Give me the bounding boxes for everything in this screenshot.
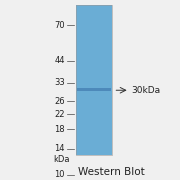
Text: 70: 70: [54, 21, 65, 30]
Text: 18: 18: [54, 125, 65, 134]
Text: 14: 14: [54, 144, 65, 153]
Text: 33: 33: [54, 78, 65, 87]
Text: 10: 10: [54, 170, 65, 179]
Bar: [76, 5, 112, 155]
Bar: [76, 88, 111, 91]
Text: 44: 44: [54, 56, 65, 65]
Text: 30kDa: 30kDa: [131, 86, 161, 95]
Text: Western Blot: Western Blot: [78, 167, 145, 177]
Bar: [76, 5, 112, 155]
Text: 26: 26: [54, 97, 65, 106]
Text: kDa: kDa: [54, 155, 70, 164]
Text: 22: 22: [54, 110, 65, 119]
